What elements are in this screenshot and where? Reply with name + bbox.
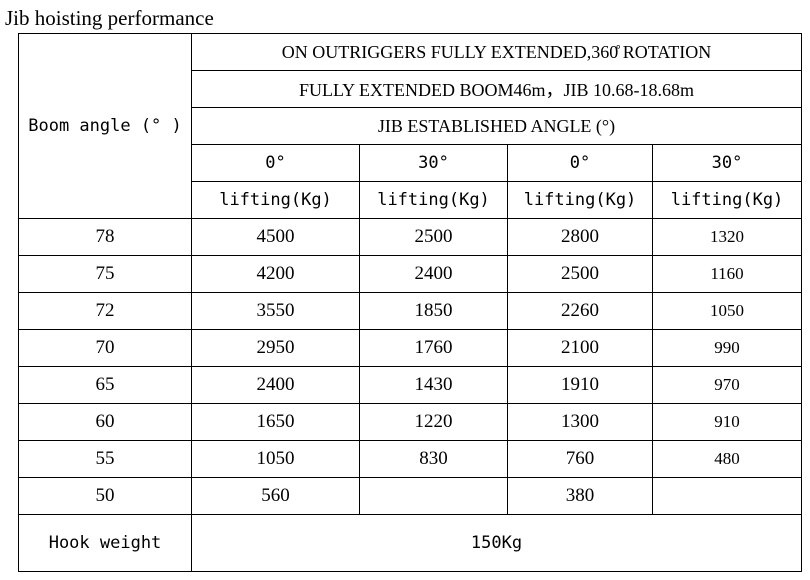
boom-angle-cell: 55 xyxy=(18,440,192,478)
unit-row: lifting(Kg) lifting(Kg) lifting(Kg) lift… xyxy=(19,181,802,219)
unit-cell: lifting(Kg) xyxy=(359,181,508,219)
angle-cell: 0° xyxy=(191,144,360,182)
table-row: 70 2950 1760 2100 990 xyxy=(18,329,802,367)
table-row: 50 560 380 xyxy=(18,477,802,515)
header-row-boom: FULLY EXTENDED BOOM46m，JIB 10.68-18.68m xyxy=(19,70,802,108)
boom-angle-cell: 70 xyxy=(18,329,192,367)
table-row: 78 4500 2500 2800 1320 xyxy=(18,218,802,256)
angle-row: 0° 30° 0° 30° xyxy=(19,144,802,182)
lifting-value-cell: 1910 xyxy=(507,366,653,404)
lifting-value-cell: 1050 xyxy=(652,292,802,330)
hook-weight-row: Hook weight 150Kg xyxy=(18,514,802,572)
lifting-value-cell xyxy=(652,477,802,515)
lifting-value-cell: 910 xyxy=(652,403,802,441)
header-row-jib-angle: JIB ESTABLISHED ANGLE (°) xyxy=(19,107,802,145)
table-row: 60 1650 1220 1300 910 xyxy=(18,403,802,441)
lifting-value-cell: 2260 xyxy=(507,292,653,330)
hook-weight-value: 150Kg xyxy=(191,514,802,572)
lifting-value-cell: 2800 xyxy=(507,218,653,256)
boom-angle-header: Boom angle (° ) xyxy=(18,33,192,219)
jib-angle-header: JIB ESTABLISHED ANGLE (°) xyxy=(191,107,802,145)
angle-cell: 0° xyxy=(507,144,653,182)
lifting-value-cell: 480 xyxy=(652,440,802,478)
lifting-value-cell: 1160 xyxy=(652,255,802,293)
lifting-value-cell: 990 xyxy=(652,329,802,367)
lifting-value-cell: 2400 xyxy=(191,366,360,404)
lifting-value-cell: 1760 xyxy=(359,329,508,367)
lifting-value-cell: 2100 xyxy=(507,329,653,367)
lifting-value-cell: 2400 xyxy=(359,255,508,293)
lifting-value-cell: 1320 xyxy=(652,218,802,256)
unit-cell: lifting(Kg) xyxy=(652,181,802,219)
lifting-value-cell: 830 xyxy=(359,440,508,478)
lifting-value-cell: 4500 xyxy=(191,218,360,256)
lifting-value-cell: 1430 xyxy=(359,366,508,404)
header-row-outriggers: Boom angle (° ) ON OUTRIGGERS FULLY EXTE… xyxy=(18,33,802,219)
table-row: 75 4200 2400 2500 1160 xyxy=(18,255,802,293)
table-row: 72 3550 1850 2260 1050 xyxy=(18,292,802,330)
boom-angle-cell: 50 xyxy=(18,477,192,515)
lifting-value-cell: 1850 xyxy=(359,292,508,330)
lifting-value-cell: 3550 xyxy=(191,292,360,330)
lifting-value-cell: 2950 xyxy=(191,329,360,367)
lifting-value-cell: 1650 xyxy=(191,403,360,441)
angle-cell: 30° xyxy=(652,144,802,182)
boom-angle-cell: 75 xyxy=(18,255,192,293)
table-row: 55 1050 830 760 480 xyxy=(18,440,802,478)
lifting-value-cell: 1300 xyxy=(507,403,653,441)
boom-angle-cell: 78 xyxy=(18,218,192,256)
table-body: Boom angle (° ) ON OUTRIGGERS FULLY EXTE… xyxy=(18,33,802,572)
unit-cell: lifting(Kg) xyxy=(191,181,360,219)
table-row: 65 2400 1430 1910 970 xyxy=(18,366,802,404)
lifting-value-cell: 1220 xyxy=(359,403,508,441)
boom-angle-cell: 72 xyxy=(18,292,192,330)
outriggers-header: ON OUTRIGGERS FULLY EXTENDED,360̊ ROTATI… xyxy=(191,33,802,71)
page-title: Jib hoisting performance xyxy=(5,6,214,30)
lifting-value-cell: 1050 xyxy=(191,440,360,478)
lifting-value-cell: 970 xyxy=(652,366,802,404)
boom-angle-cell: 60 xyxy=(18,403,192,441)
unit-cell: lifting(Kg) xyxy=(507,181,653,219)
lifting-value-cell: 380 xyxy=(507,477,653,515)
angle-cell: 30° xyxy=(359,144,508,182)
lifting-value-cell xyxy=(359,477,508,515)
hook-weight-label: Hook weight xyxy=(18,514,192,572)
lifting-value-cell: 2500 xyxy=(507,255,653,293)
lifting-value-cell: 760 xyxy=(507,440,653,478)
boom-angle-cell: 65 xyxy=(18,366,192,404)
lifting-value-cell: 560 xyxy=(191,477,360,515)
jib-performance-table: Boom angle (° ) ON OUTRIGGERS FULLY EXTE… xyxy=(18,33,802,572)
lifting-value-cell: 2500 xyxy=(359,218,508,256)
lifting-value-cell: 4200 xyxy=(191,255,360,293)
boom-jib-header: FULLY EXTENDED BOOM46m，JIB 10.68-18.68m xyxy=(191,70,802,108)
